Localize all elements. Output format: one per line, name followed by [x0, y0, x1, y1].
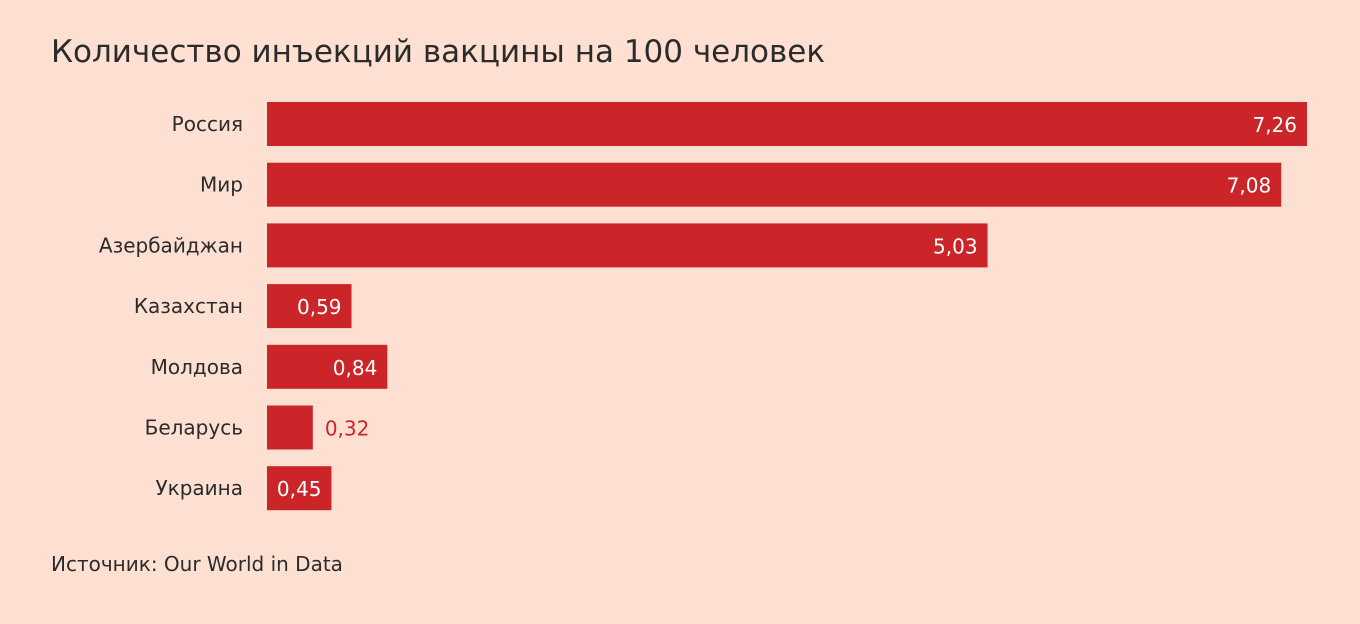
value-label: 5,03	[933, 234, 978, 258]
value-label: 0,84	[333, 356, 378, 380]
value-label: 0,45	[277, 477, 322, 501]
category-label: Мир	[200, 173, 243, 197]
chart-title: Количество инъекций вакцины на 100 челов…	[51, 34, 826, 70]
category-label: Казахстан	[134, 294, 243, 318]
bar	[267, 344, 388, 389]
value-label: 0,32	[325, 417, 370, 441]
category-label: Молдова	[151, 355, 243, 379]
bar	[267, 466, 332, 511]
category-label: Россия	[172, 112, 243, 136]
bar	[267, 405, 313, 450]
category-label: Азербайджан	[99, 233, 243, 257]
bar	[267, 223, 988, 268]
bar	[267, 284, 352, 329]
value-label: 7,26	[1252, 113, 1297, 137]
bar	[267, 102, 1307, 146]
source-note: Источник: Our World in Data	[51, 552, 343, 576]
category-label: Украина	[155, 476, 243, 500]
value-label: 7,08	[1227, 174, 1272, 198]
bar	[267, 162, 1282, 207]
value-label: 0,59	[297, 295, 342, 319]
category-label: Беларусь	[145, 416, 243, 440]
